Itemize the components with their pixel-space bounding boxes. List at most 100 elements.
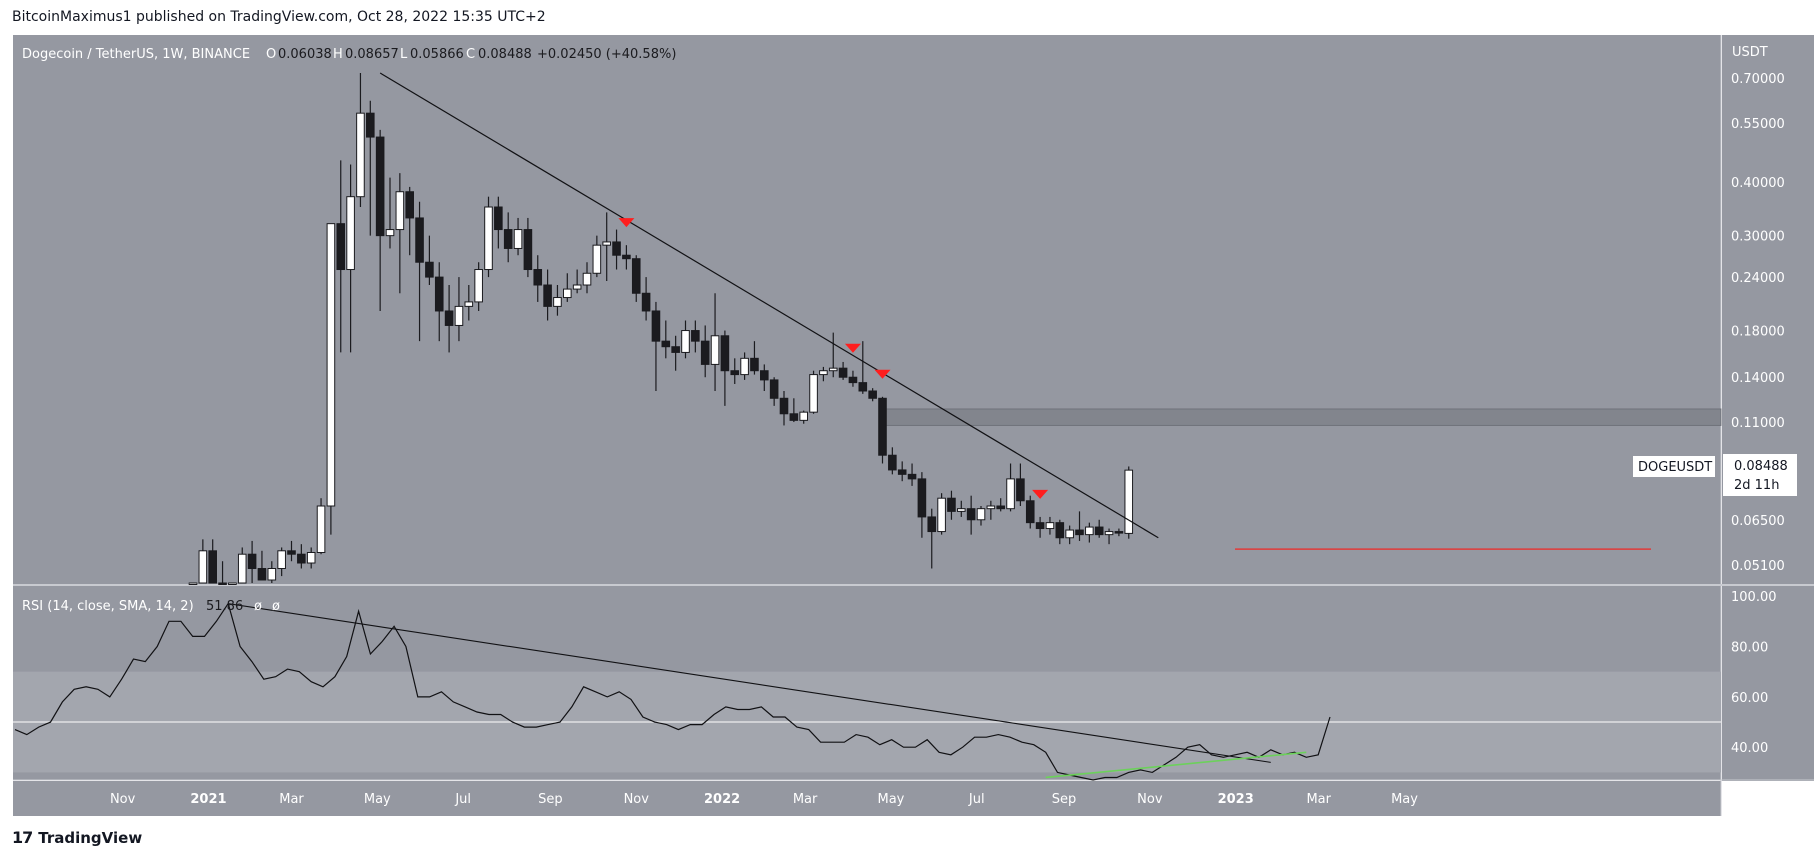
candle-body — [563, 288, 572, 299]
candle — [917, 472, 927, 538]
candle — [612, 229, 621, 270]
price-tick: 0.24000 — [1731, 271, 1785, 286]
candle-body — [848, 376, 858, 384]
candle — [385, 177, 395, 249]
candle — [720, 330, 730, 406]
change-value: +0.02450 (+40.58%) — [537, 47, 676, 62]
candle-body — [1045, 522, 1055, 530]
candle — [789, 398, 799, 423]
candle — [730, 358, 740, 384]
high-label: H — [333, 47, 343, 62]
candle-body — [760, 370, 769, 381]
candle — [366, 100, 375, 236]
price-pane[interactable] — [13, 35, 1721, 584]
candle — [681, 320, 690, 359]
candle-body — [888, 454, 897, 471]
candle-body — [257, 568, 267, 581]
last-price-tag[interactable]: DOGEUSDT 0.08488 2d 11h — [1633, 454, 1797, 496]
rsi-layer — [13, 602, 1721, 781]
candle — [779, 390, 789, 426]
axis-layer: 0.70000 0.55000 0.40000 0.30000 0.24000 0.180… — [110, 72, 1785, 807]
candle — [1104, 528, 1114, 545]
price-tick: 0.30000 — [1731, 230, 1785, 245]
candle — [257, 550, 267, 581]
candle-body — [1016, 478, 1025, 502]
candle-body — [986, 505, 996, 510]
candle — [966, 495, 976, 535]
tradingview-brand: TradingView — [38, 828, 143, 847]
candle — [208, 539, 217, 584]
candle-body — [1055, 522, 1065, 539]
candle — [878, 396, 887, 464]
candle-body — [385, 229, 395, 237]
price-tick: 0.11000 — [1731, 416, 1785, 431]
candle-body — [740, 357, 749, 376]
published-line: BitcoinMaximus1 published on TradingView… — [12, 9, 546, 25]
high-value: 0.08657 — [345, 47, 399, 62]
candle — [277, 547, 286, 577]
candle — [198, 539, 208, 584]
price-axis-strip[interactable] — [1722, 35, 1814, 781]
candle-body — [454, 305, 464, 326]
candle-body — [966, 508, 976, 521]
candle-body — [228, 582, 237, 585]
low-label: L — [400, 47, 408, 62]
price-tick: 0.14000 — [1731, 371, 1785, 386]
candle — [247, 540, 257, 583]
candle-body — [336, 223, 346, 271]
candle-body — [651, 310, 661, 342]
open-value: 0.06038 — [278, 47, 332, 62]
candle-body — [464, 301, 474, 307]
time-tick: Jul — [968, 792, 985, 807]
candle — [927, 508, 937, 569]
candle — [760, 364, 769, 391]
candle-body — [297, 553, 306, 564]
candle-body — [582, 272, 592, 286]
candle-body — [425, 261, 434, 278]
candle-body — [819, 370, 828, 376]
time-tick: May — [877, 792, 904, 807]
rsi-tick: 40.00 — [1731, 741, 1768, 756]
candle — [513, 217, 523, 256]
candle — [316, 498, 326, 555]
rsi-title[interactable]: RSI (14, close, SMA, 14, 2) — [22, 599, 194, 614]
candle-body — [996, 505, 1006, 510]
candle — [602, 212, 612, 282]
candle-body — [838, 367, 848, 378]
candle-body — [897, 469, 907, 475]
time-axis-strip[interactable] — [13, 781, 1721, 816]
tradingview-footer[interactable]: 17 TradingView — [12, 828, 142, 847]
candle-body — [415, 217, 424, 263]
price-trendline — [379, 72, 1159, 539]
price-tick: 0.05100 — [1731, 559, 1785, 574]
time-tick: 2022 — [704, 792, 740, 807]
rsi-value: 51.86 — [206, 599, 243, 614]
candle-body — [1114, 531, 1124, 534]
candle-body — [868, 390, 877, 399]
time-tick: Nov — [110, 792, 136, 807]
candle — [671, 335, 680, 371]
candle-body — [346, 196, 355, 271]
candle — [405, 186, 414, 256]
candle-body — [237, 553, 247, 584]
candle — [425, 235, 434, 286]
time-tick: Sep — [538, 792, 563, 807]
candle-body — [287, 550, 296, 555]
candle — [523, 217, 533, 278]
candle-body — [1065, 529, 1074, 539]
candle — [1006, 463, 1015, 512]
candle — [188, 582, 198, 585]
candle — [976, 505, 986, 526]
time-tick: 2023 — [1218, 792, 1254, 807]
candle-body — [720, 335, 730, 372]
candle-body — [208, 550, 217, 584]
time-tick: Sep — [1052, 792, 1077, 807]
candle-body — [513, 229, 523, 249]
rsi-empty-1: ø — [254, 599, 262, 614]
candle — [868, 388, 877, 402]
symbol-title[interactable]: Dogecoin / TetherUS, 1W, BINANCE — [22, 47, 250, 62]
candle — [434, 262, 444, 342]
symbol-tag-box — [1633, 456, 1715, 477]
candle — [1025, 495, 1035, 529]
